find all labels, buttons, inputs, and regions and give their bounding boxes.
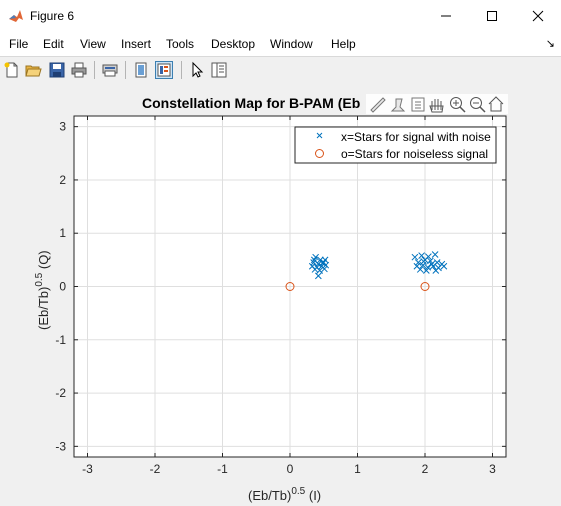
show-plot-tools-icon[interactable]: [155, 61, 173, 79]
zoom-in-icon[interactable]: [450, 97, 466, 113]
minimize-button[interactable]: [423, 0, 469, 31]
noisy-point: [420, 258, 428, 265]
noisy-point: [317, 256, 324, 264]
edit-plot-arrow-icon[interactable]: [188, 61, 206, 79]
toolbar-separator: [125, 61, 126, 79]
menu-desktop[interactable]: Desktop: [211, 37, 256, 51]
zoom-out-icon[interactable]: [470, 97, 486, 113]
x-tick-label: -2: [150, 462, 161, 476]
noisy-point: [440, 262, 448, 270]
brush-icon[interactable]: [370, 97, 386, 113]
maximize-icon: [487, 10, 497, 21]
y-tick-label: 1: [59, 226, 66, 240]
noisy-point: [428, 260, 436, 268]
window-title: Figure 6: [30, 9, 75, 23]
figure-toolbar: [0, 56, 561, 85]
menu-window[interactable]: Window: [270, 37, 313, 51]
figure-canvas: -3 -2 -1 0 1 2 3 -3 -2 -1 0 1 2 3 Constellation Map f…: [0, 84, 561, 506]
ticks: -3 -2 -1 0 1 2 3 -3 -2 -1 0 1 2 3: [55, 116, 506, 476]
menu-bar: File Edit View Insert Tools Desktop Wind…: [0, 31, 561, 56]
menu-insert[interactable]: Insert: [121, 37, 152, 51]
legend[interactable]: x=Stars for signal with noise o=Stars fo…: [294, 126, 497, 164]
menu-view[interactable]: View: [80, 37, 106, 51]
noisy-point: [431, 251, 439, 258]
y-tick-label: -1: [55, 333, 66, 347]
x-tick-label: 1: [354, 462, 361, 476]
minimize-icon: [441, 15, 451, 16]
insert-legend-icon[interactable]: [411, 97, 425, 112]
noisy-point: [314, 272, 322, 280]
menu-help[interactable]: Help: [331, 37, 356, 51]
legend-label-noisy: x=Stars for signal with noise: [341, 130, 491, 144]
home-icon[interactable]: [488, 96, 504, 112]
y-axis-label: (Eb/Tb)0.5 (Q): [34, 250, 51, 330]
dock-arrow-icon[interactable]: ↘: [545, 38, 555, 50]
save-icon[interactable]: [48, 61, 66, 79]
y-tick-label: 0: [59, 280, 66, 294]
noisy-point: [414, 259, 422, 266]
y-tick-label: -2: [55, 386, 66, 400]
maximize-button[interactable]: [469, 0, 515, 31]
chart-title: Constellation Map for B-PAM (Eb: [142, 95, 360, 111]
axes-toolbar: [366, 94, 508, 114]
property-inspector-icon[interactable]: [210, 61, 228, 79]
open-file-icon[interactable]: [24, 61, 42, 79]
x-tick-label: 3: [489, 462, 496, 476]
close-icon: [532, 10, 544, 21]
print-icon[interactable]: [70, 61, 88, 79]
y-tick-label: 3: [59, 120, 66, 134]
x-tick-label: 0: [287, 462, 294, 476]
menu-tools[interactable]: Tools: [166, 37, 195, 51]
y-tick-label: 2: [59, 173, 66, 187]
toolbar-separator: [94, 61, 95, 79]
noisy-point: [422, 267, 430, 274]
noisy-point: [320, 259, 328, 266]
x-tick-label: -1: [217, 462, 228, 476]
new-figure-icon[interactable]: [3, 61, 21, 79]
noiseless-point: [420, 282, 430, 291]
pan-icon[interactable]: [429, 99, 444, 113]
x-tick-label: 2: [422, 462, 429, 476]
menu-file[interactable]: File: [9, 37, 29, 51]
print-preview-icon[interactable]: [101, 61, 119, 79]
data-cursor-icon[interactable]: [390, 98, 406, 112]
noisy-point: [411, 253, 419, 261]
legend-marker-x: [316, 132, 323, 139]
noisy-point: [316, 267, 324, 274]
noisy-point: [310, 256, 318, 264]
close-button[interactable]: [515, 0, 561, 31]
grid: [74, 116, 506, 457]
matlab-icon: [9, 10, 23, 22]
data-marks: [285, 251, 448, 291]
y-tick-label: -3: [55, 439, 66, 453]
noisy-point: [321, 265, 328, 273]
noisy-point: [432, 267, 440, 274]
x-axis-label: (Eb/Tb)0.5 (I): [248, 486, 321, 503]
x-tick-label: -3: [82, 462, 93, 476]
toolbar-separator: [181, 61, 182, 79]
noiseless-point: [285, 282, 295, 291]
noisy-point: [418, 252, 425, 259]
legend-marker-o: [315, 149, 324, 158]
title-bar: Figure 6: [0, 0, 561, 31]
hide-plot-tools-icon[interactable]: [132, 61, 150, 79]
menu-edit[interactable]: Edit: [43, 37, 64, 51]
noisy-point: [416, 266, 424, 273]
legend-label-noiseless: o=Stars for noiseless signal: [341, 147, 488, 161]
